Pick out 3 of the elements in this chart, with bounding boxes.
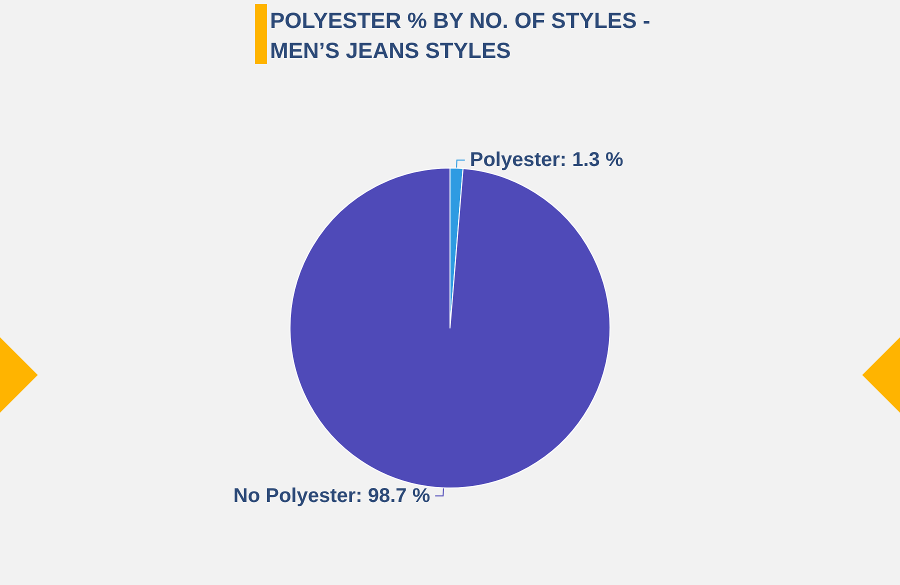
chart-title: POLYESTER % BY NO. OF STYLES - MEN’S JEANS STYLES (270, 7, 652, 65)
slice-label: No Polyester: 98.7 % (233, 484, 430, 507)
slice-label: Polyester: 1.3 % (470, 149, 624, 172)
